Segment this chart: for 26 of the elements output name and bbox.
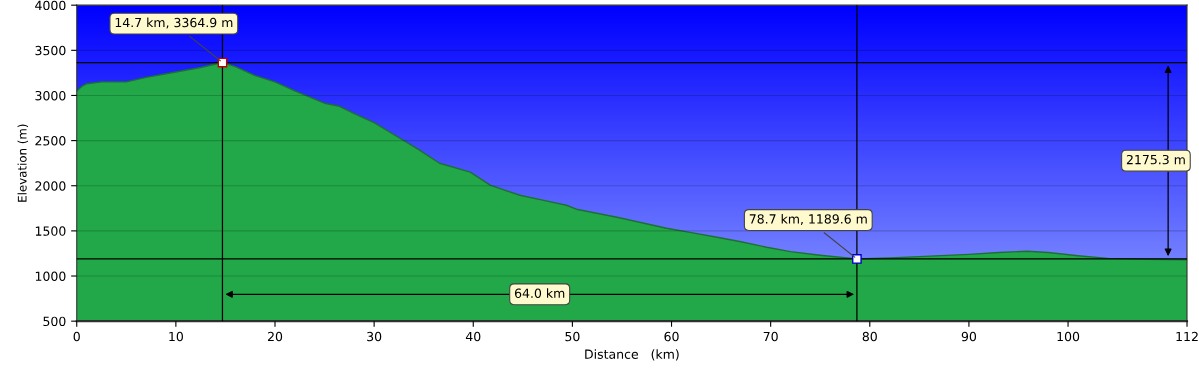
annotation: 78.7 km, 1189.6 m: [749, 213, 867, 225]
x-tick-label: 112: [1176, 331, 1198, 342]
annotation: 14.7 km, 3364.9 m: [115, 17, 233, 29]
x-tick-label: 50: [565, 331, 580, 342]
x-tick-label: 100: [1057, 331, 1080, 342]
y-tick-label: 2000: [35, 181, 66, 191]
x-tick-label: 0: [73, 331, 80, 342]
y-tick-label: 4000: [35, 0, 66, 11]
y-axis-title: Elevation (m): [17, 124, 29, 202]
y-tick-label: 500: [43, 316, 66, 327]
y-tick-label: 3500: [35, 45, 66, 56]
x-tick-label: 40: [465, 331, 481, 342]
x-tick-label: 70: [763, 331, 778, 342]
x-tick-label: 80: [862, 331, 877, 342]
y-tick-label: 2500: [35, 136, 66, 146]
y-tick-label: 1500: [35, 226, 66, 236]
x-tick-label: 30: [367, 331, 382, 342]
x-tick-label: 60: [664, 331, 679, 342]
x-tick-label: 20: [267, 331, 283, 342]
y-tick-label: 1000: [35, 271, 66, 281]
x-tick-label: 10: [169, 331, 183, 342]
annotation: 2175.3 m: [1126, 154, 1185, 165]
y-tick-label: 3000: [35, 90, 66, 101]
x-axis-title: Distance (km): [585, 349, 679, 361]
annotation: 64.0 km: [514, 288, 565, 298]
x-tick-label: 90: [961, 331, 977, 342]
